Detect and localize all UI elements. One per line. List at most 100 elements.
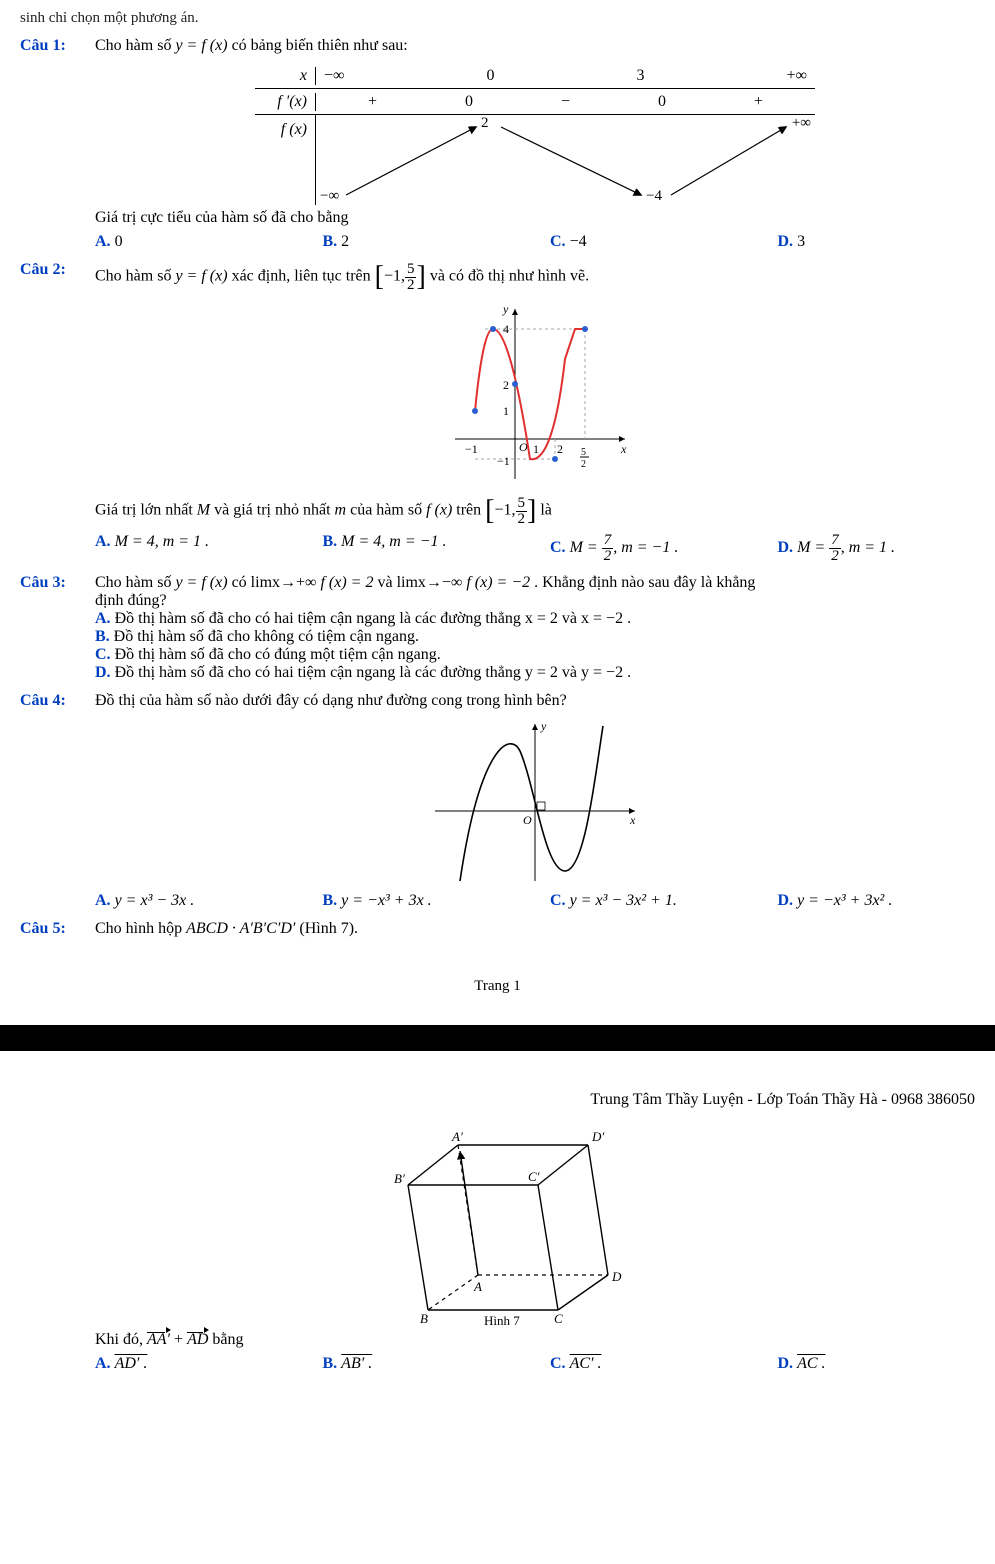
q3-opt-d: D.Đồ thị hàm số đã cho có hai tiệm cận n…: [95, 664, 975, 682]
q4-opts: A.y = x³ − 3x . B.y = −x³ + 3x . C.y = x…: [95, 892, 975, 910]
q2-sp-d: trên: [456, 502, 485, 519]
q3bv: Đồ thị hàm số đã cho không có tiệm cận n…: [114, 628, 419, 645]
q2cd: 2: [602, 549, 614, 564]
q3l2s: x→−∞: [418, 574, 462, 591]
header-page-2: Trung Tâm Thầy Luyện - Lớp Toán Thầy Hà …: [0, 1051, 995, 1119]
page-divider: [0, 1025, 995, 1051]
svg-text:1: 1: [533, 442, 539, 456]
q2-b: xác định, liên tục trên: [232, 268, 375, 285]
ol-a3: A.: [95, 610, 111, 627]
svg-text:−1: −1: [465, 442, 478, 456]
vt-x-cells: −∞ 0 3 +∞: [315, 67, 815, 85]
q5-a: Cho hình hộp: [95, 920, 186, 937]
ol-b2: B.: [323, 533, 338, 550]
q5dv: AC .: [797, 1355, 825, 1372]
q3-e: định đúng?: [95, 592, 975, 610]
opt-label-b: B.: [323, 233, 338, 250]
ol-b3: B.: [95, 628, 110, 645]
q1-prompt-post: có bảng biến thiên như sau:: [232, 37, 408, 54]
q2-d-v: M = 72, m = 1 .: [797, 539, 895, 556]
q4av: y = x³ − 3x .: [115, 892, 195, 909]
q3-b: có: [232, 574, 251, 591]
q2-br2c: ]: [527, 495, 536, 526]
ol-d3: D.: [95, 664, 111, 681]
q3dv: Đồ thị hàm số đã cho có hai tiệm cận nga…: [115, 664, 632, 681]
vt-fp-cells: + 0 − 0 +: [315, 93, 815, 111]
q3l1e: f (x) = 2: [320, 574, 373, 591]
q1-c-val: −4: [570, 233, 587, 250]
q3-a: Cho hàm số: [95, 574, 175, 591]
q4dv: y = −x³ + 3x² .: [797, 892, 892, 909]
question-1: Câu 1: Cho hàm số y = f (x) có bảng biến…: [20, 37, 975, 251]
vt-fx-row: f (x) −∞ 2 −4 +∞: [255, 115, 815, 205]
q3-body: Cho hàm số y = f (x) có limx→+∞ f (x) = …: [95, 574, 975, 682]
q2-graph: x y O 4 2 1 −1: [435, 299, 635, 489]
ol-b5: B.: [323, 1355, 338, 1372]
q3-fn: y = f (x): [175, 574, 227, 591]
lbl-Ap: A′: [451, 1129, 463, 1144]
svg-text:x: x: [629, 813, 636, 827]
svg-text:2: 2: [503, 378, 509, 392]
q1-label: Câu 1:: [20, 37, 95, 55]
q1-d-val: 3: [797, 233, 805, 250]
ol-c2: C.: [550, 539, 566, 556]
q2-br-close: ]: [416, 261, 425, 292]
fig-caption: Hình 7: [484, 1313, 520, 1325]
q5-subprompt: Khi đó, AA′ + AD bằng: [95, 1331, 975, 1349]
q5av: AD′ .: [115, 1355, 148, 1372]
q2dd: 2: [829, 549, 841, 564]
q2-c: và có đồ thị như hình vẽ.: [430, 268, 589, 285]
q2-sp-e: là: [540, 502, 552, 519]
q3-opt-b: B.Đồ thị hàm số đã cho không có tiệm cận…: [95, 628, 975, 646]
q2-int2-a: −1,: [494, 502, 515, 519]
q4-body: Đồ thị của hàm số nào dưới đây có dạng n…: [95, 692, 975, 910]
q3l2t: lim: [397, 574, 418, 591]
variation-table: x −∞ 0 3 +∞ f ′(x) + 0 − 0 +: [255, 63, 815, 205]
page-1: sinh chỉ chọn một phương án. Câu 1: Cho …: [0, 0, 995, 1025]
q2-label: Câu 2:: [20, 261, 95, 279]
svg-text:−1: −1: [497, 454, 510, 468]
question-3: Câu 3: Cho hàm số y = f (x) có limx→+∞ f…: [20, 574, 975, 682]
q2-frac2: 52: [516, 496, 528, 527]
opt-label-c: C.: [550, 233, 566, 250]
q1-fn: y = f (x): [175, 37, 227, 54]
q2-frac-den: 2: [405, 278, 417, 293]
q2cpre: M =: [570, 539, 598, 556]
q4-graph: x y O: [425, 716, 645, 886]
q4-opt-a: A.y = x³ − 3x .: [95, 892, 293, 910]
vt-fx-cells: −∞ 2 −4 +∞: [315, 115, 815, 205]
q3l1t: lim: [251, 574, 272, 591]
q2-opts: A.M = 4, m = 1 . B.M = 4, m = −1 . C.M =…: [95, 533, 975, 564]
vt-fp-4: +: [754, 93, 763, 111]
vt-x-1: 0: [486, 67, 494, 85]
q5-c: (Hình 7).: [299, 920, 358, 937]
lbl-Dp: D′: [591, 1129, 604, 1144]
q5-figure-wrap: A′ D′ B′ C′ A D B C Hình 7: [20, 1125, 975, 1325]
ol-c3: C.: [95, 646, 111, 663]
q3-c: và: [377, 574, 396, 591]
vt-x-2: 3: [637, 67, 645, 85]
svg-text:2: 2: [581, 459, 586, 470]
lbl-C: C: [554, 1311, 563, 1325]
q5-opts: A.AD′ . B.AB′ . C.AC′ . D.AC .: [95, 1355, 975, 1373]
q1-opt-c: C.−4: [550, 233, 748, 251]
vt-x-row: x −∞ 0 3 +∞: [255, 63, 815, 89]
q3-lim1: limx→+∞: [251, 574, 317, 592]
q2-sp-c: của hàm số: [350, 502, 426, 519]
q5-op-b: bằng: [212, 1331, 243, 1348]
q5-vec1: AA′: [147, 1331, 170, 1349]
question-2: Câu 2: Cho hàm số y = f (x) xác định, li…: [20, 261, 975, 564]
q3cv: Đồ thị hàm số đã cho có đúng một tiệm cậ…: [115, 646, 441, 663]
vt-x-0: −∞: [324, 67, 344, 85]
q2-br-open: [: [375, 261, 384, 292]
q2-a: Cho hàm số: [95, 268, 175, 285]
q5cv: AC′ .: [570, 1355, 602, 1372]
q2-body: Cho hàm số y = f (x) xác định, liên tục …: [95, 261, 975, 564]
vt-fx-head: f (x): [255, 115, 315, 139]
svg-text:1: 1: [503, 404, 509, 418]
q2-sp-b: và giá trị nhỏ nhất: [214, 502, 334, 519]
ol-d5: D.: [778, 1355, 794, 1372]
q4-opt-c: C.y = x³ − 3x² + 1.: [550, 892, 748, 910]
vt-fp-3: 0: [658, 93, 666, 111]
q3l2e: f (x) = −2: [466, 574, 530, 591]
